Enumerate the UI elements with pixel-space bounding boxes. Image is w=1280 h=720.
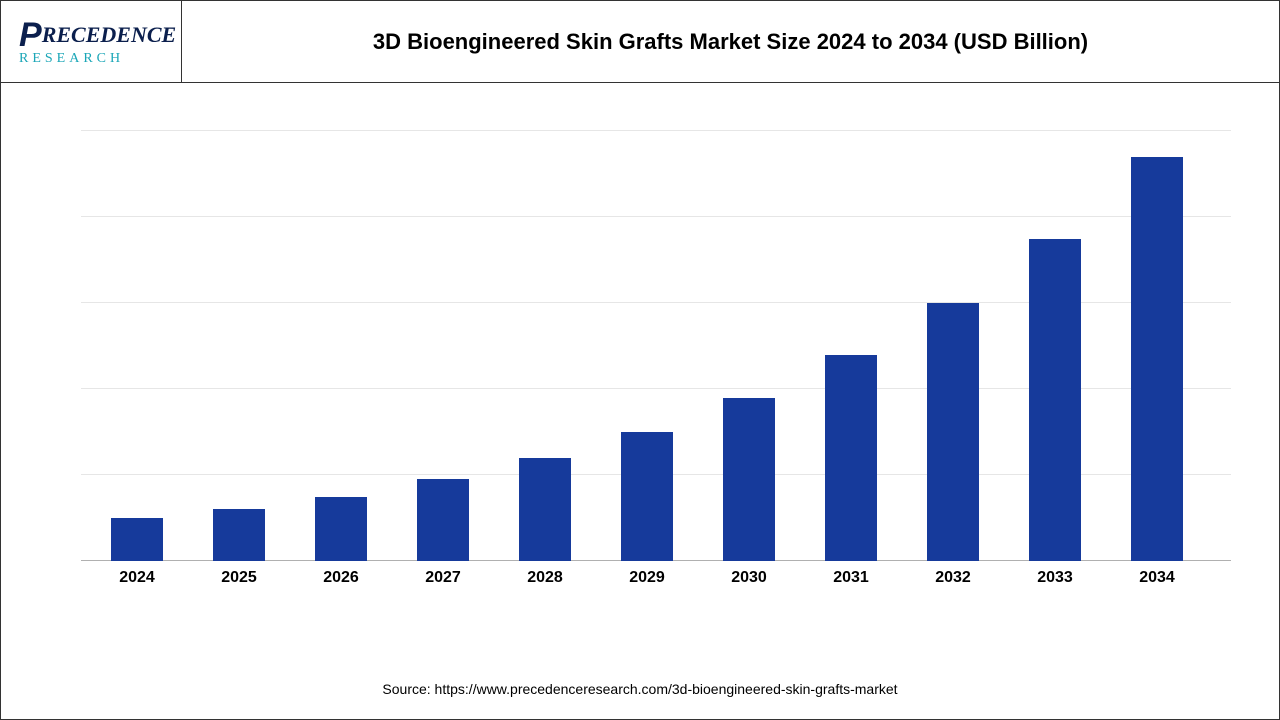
x-axis-label: 2031: [833, 569, 869, 587]
x-axis-label: 2033: [1037, 569, 1073, 587]
source-text: Source: https://www.precedenceresearch.c…: [1, 681, 1279, 697]
bar: [825, 355, 877, 561]
logo-line1: PRECEDENCE: [19, 16, 181, 55]
logo-letter-p: P: [19, 16, 42, 54]
bar: [621, 432, 673, 561]
plot-area: [81, 131, 1231, 561]
x-axis-label: 2028: [527, 569, 563, 587]
header-band: PRECEDENCE RESEARCH 3D Bioengineered Ski…: [1, 1, 1279, 83]
brand-logo: PRECEDENCE RESEARCH: [1, 16, 181, 67]
x-axis-label: 2024: [119, 569, 155, 587]
x-axis-label: 2030: [731, 569, 767, 587]
x-axis-label: 2026: [323, 569, 359, 587]
bar: [111, 518, 163, 561]
x-axis-labels: 2024 2025 2026 2027 2028 2029 2030 2031 2032 2033…: [81, 569, 1231, 599]
x-axis-label: 2029: [629, 569, 665, 587]
logo-word-precedence: RECEDENCE: [42, 22, 177, 48]
title-cell: 3D Bioengineered Skin Grafts Market Size…: [181, 1, 1279, 82]
x-axis-label: 2034: [1139, 569, 1175, 587]
x-axis-label: 2032: [935, 569, 971, 587]
bar: [417, 479, 469, 561]
bar: [927, 303, 979, 561]
chart-area: 2024 2025 2026 2027 2028 2029 2030 2031 2032 2033…: [81, 131, 1231, 601]
grid-line: [81, 130, 1231, 131]
bar: [213, 509, 265, 561]
bar: [519, 458, 571, 561]
chart-frame: PRECEDENCE RESEARCH 3D Bioengineered Ski…: [0, 0, 1280, 720]
chart-title: 3D Bioengineered Skin Grafts Market Size…: [373, 29, 1088, 55]
x-axis-label: 2027: [425, 569, 461, 587]
x-axis-label: 2025: [221, 569, 257, 587]
bar: [1131, 157, 1183, 561]
grid-line: [81, 216, 1231, 217]
bar: [1029, 239, 1081, 562]
bar: [723, 398, 775, 561]
bar: [315, 497, 367, 562]
